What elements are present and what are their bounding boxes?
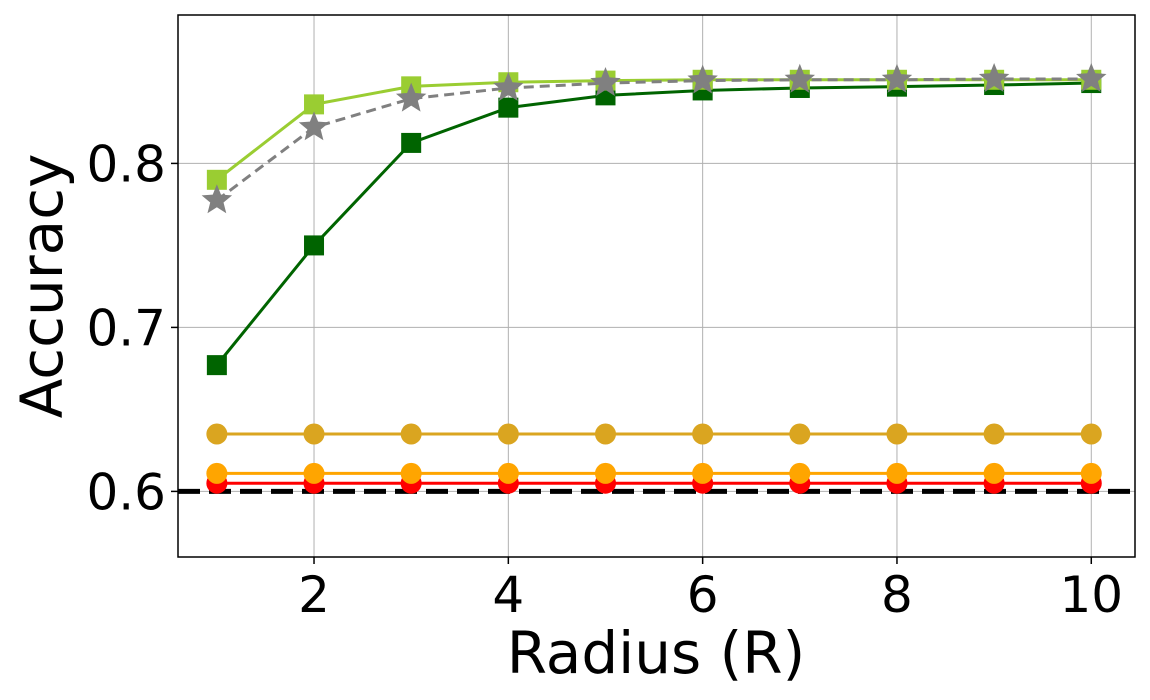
data-point-star: [881, 63, 913, 93]
data-point-star: [978, 62, 1010, 92]
y-tick-label: 0.8: [86, 135, 166, 193]
data-point-circle: [886, 423, 908, 445]
data-point-circle: [594, 462, 616, 484]
x-tick-label: 8: [881, 566, 913, 624]
y-tick-label: 0.6: [86, 463, 166, 521]
data-point-circle: [1080, 423, 1102, 445]
data-point-square: [304, 94, 325, 115]
data-point-circle: [497, 462, 519, 484]
data-point-circle: [206, 423, 228, 445]
x-tick-label: 10: [1059, 566, 1123, 624]
data-point-square: [401, 132, 422, 153]
y-tick-label: 0.7: [86, 299, 166, 357]
series-4: [206, 423, 1102, 445]
data-point-star: [590, 67, 621, 96]
x-axis-title: Radius (R): [507, 619, 805, 687]
x-tick-label: 6: [687, 566, 719, 624]
data-point-star: [201, 184, 233, 214]
data-point-circle: [594, 423, 616, 445]
data-point-square: [206, 169, 227, 190]
data-point-circle: [983, 462, 1005, 484]
data-point-square: [206, 355, 227, 376]
data-point-square: [498, 97, 519, 118]
y-axis-title: Accuracy: [8, 154, 76, 419]
data-point-circle: [886, 462, 908, 484]
data-point-circle: [206, 462, 228, 484]
data-point-circle: [692, 423, 714, 445]
data-point-star: [784, 63, 816, 93]
data-point-circle: [497, 423, 519, 445]
data-point-star: [395, 82, 427, 112]
x-tick-label: 2: [298, 566, 330, 624]
data-point-circle: [789, 462, 811, 484]
data-point-circle: [789, 423, 811, 445]
data-point-star: [493, 71, 524, 101]
series-2: [206, 69, 1102, 190]
x-tick-label: 4: [492, 566, 524, 624]
data-point-square: [304, 235, 325, 256]
series-5: [206, 462, 1102, 484]
data-point-circle: [692, 462, 714, 484]
series-3: [201, 62, 1107, 214]
data-point-circle: [303, 462, 325, 484]
series-line: [215, 81, 1092, 367]
series-line: [215, 78, 1092, 181]
data-point-circle: [400, 423, 422, 445]
data-point-star: [298, 111, 330, 141]
data-point-circle: [303, 423, 325, 445]
data-point-circle: [1080, 462, 1102, 484]
y-axis-ticks: 0.6 0.7 0.8: [86, 135, 178, 521]
data-point-star: [687, 64, 718, 94]
series-group: [201, 62, 1107, 494]
data-point-circle: [400, 462, 422, 484]
data-point-circle: [983, 423, 1005, 445]
series-line: [215, 77, 1092, 202]
plot-frame: [177, 14, 1136, 558]
data-point-star: [1076, 62, 1107, 92]
x-axis-ticks: 2 4 6 8 10: [298, 557, 1123, 624]
